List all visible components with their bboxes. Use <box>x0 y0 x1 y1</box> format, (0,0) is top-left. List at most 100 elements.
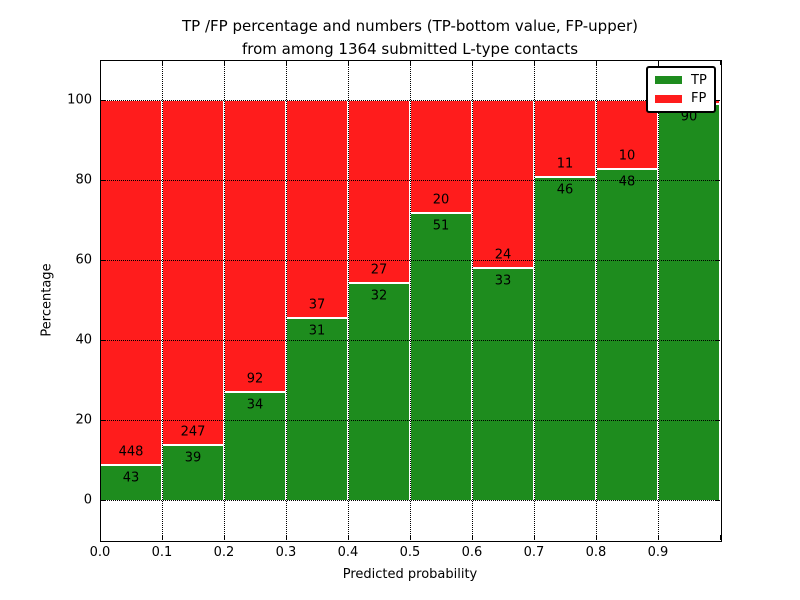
bar-segment-tp <box>534 177 596 500</box>
fp-count-label: 448 <box>118 444 144 460</box>
y-tick-mark <box>100 500 105 501</box>
gridline-horizontal <box>100 260 720 261</box>
bar-segment-tp <box>348 283 410 500</box>
x-tick-mark <box>100 60 101 65</box>
gridline-vertical <box>162 60 163 540</box>
y-tick-label: 100 <box>67 92 92 108</box>
gridline-horizontal <box>100 340 720 341</box>
tp-count-label: 34 <box>246 397 264 413</box>
y-tick-mark <box>100 180 105 181</box>
y-tick-mark <box>715 100 720 101</box>
tp-count-label: 43 <box>122 470 140 486</box>
x-tick-label: 0.4 <box>337 545 359 560</box>
x-tick-mark <box>658 535 659 540</box>
x-axis-label: Predicted probability <box>342 567 478 582</box>
bar-segment-fp <box>224 100 286 393</box>
x-tick-mark <box>410 60 411 65</box>
chart-title-line1: TP /FP percentage and numbers (TP-bottom… <box>182 17 638 35</box>
y-tick-mark <box>715 180 720 181</box>
bar-segment-tp <box>224 392 286 500</box>
bar-segment-tp <box>658 104 720 500</box>
x-tick-label: 0.6 <box>461 545 483 560</box>
y-tick-mark <box>715 500 720 501</box>
gridline-vertical <box>472 60 473 540</box>
legend-label-fp: FP <box>691 91 707 107</box>
tp-count-label: 46 <box>556 182 574 198</box>
tp-count-label: 51 <box>432 218 450 234</box>
bar-segment-fp <box>534 100 596 178</box>
y-tick-mark <box>100 420 105 421</box>
x-tick-label: 0.0 <box>89 545 111 560</box>
fp-count-label: 37 <box>308 297 326 313</box>
bar-segment-fp <box>286 100 348 318</box>
tp-count-label: 33 <box>494 273 512 289</box>
x-tick-label: 0.3 <box>275 545 297 560</box>
bar-segment-fp <box>348 100 410 284</box>
gridline-vertical <box>410 60 411 540</box>
x-tick-mark <box>534 535 535 540</box>
legend-item-fp: FP <box>648 92 714 105</box>
x-tick-mark <box>286 535 287 540</box>
y-tick-label: 60 <box>75 252 92 268</box>
x-tick-mark <box>162 60 163 65</box>
fp-count-label: 10 <box>618 148 636 164</box>
y-tick-mark <box>100 340 105 341</box>
gridline-horizontal <box>100 100 720 101</box>
x-tick-mark <box>596 60 597 65</box>
fp-count-label: 27 <box>370 262 388 278</box>
tp-count-label: 48 <box>618 174 636 190</box>
x-tick-mark <box>720 60 721 65</box>
tp-count-label: 90 <box>680 109 698 125</box>
gridline-vertical <box>224 60 225 540</box>
x-tick-mark <box>100 535 101 540</box>
x-tick-mark <box>410 535 411 540</box>
fp-count-label: 20 <box>432 192 450 208</box>
x-tick-mark <box>596 535 597 540</box>
gridline-vertical <box>534 60 535 540</box>
bar-segment-tp <box>472 268 534 500</box>
legend-label-tp: TP <box>691 72 707 88</box>
fp-count-label: 24 <box>494 247 512 263</box>
chart-title-line2: from among 1364 submitted L-type contact… <box>241 40 579 58</box>
y-tick-mark <box>100 260 105 261</box>
x-tick-mark <box>472 535 473 540</box>
gridline-horizontal <box>100 420 720 421</box>
x-tick-label: 0.2 <box>213 545 235 560</box>
gridline-vertical <box>658 60 659 540</box>
x-tick-mark <box>348 535 349 540</box>
fp-color-swatch <box>655 94 682 103</box>
x-tick-mark <box>162 535 163 540</box>
bar-segment-tp <box>162 445 224 500</box>
tp-color-swatch <box>655 76 682 85</box>
legend-item-tp: TP <box>648 74 714 87</box>
y-tick-mark <box>715 420 720 421</box>
x-tick-mark <box>720 535 721 540</box>
bar-segment-tp <box>596 168 658 500</box>
x-tick-label: 0.1 <box>151 545 173 560</box>
x-tick-label: 0.9 <box>647 545 669 560</box>
x-tick-label: 0.7 <box>523 545 545 560</box>
fp-count-label: 247 <box>180 424 206 440</box>
fp-count-label: 11 <box>556 156 574 172</box>
bar-segment-tp <box>286 317 348 500</box>
y-tick-label: 0 <box>83 492 92 508</box>
bar-segment-tp <box>410 212 472 500</box>
y-tick-mark <box>715 340 720 341</box>
bar-segment-fp <box>100 100 162 465</box>
y-tick-label: 80 <box>75 172 92 188</box>
x-tick-mark <box>472 60 473 65</box>
x-tick-mark <box>534 60 535 65</box>
legend-box: TP FP <box>646 66 716 113</box>
bar-segment-fp <box>162 100 224 446</box>
y-tick-label: 20 <box>75 412 92 428</box>
x-tick-mark <box>224 535 225 540</box>
gridline-horizontal <box>100 180 720 181</box>
x-tick-mark <box>658 60 659 65</box>
x-tick-mark <box>348 60 349 65</box>
y-tick-label: 40 <box>75 332 92 348</box>
y-tick-mark <box>100 100 105 101</box>
bar-segment-fp <box>410 100 472 213</box>
y-tick-mark <box>715 260 720 261</box>
gridline-horizontal <box>100 500 720 501</box>
